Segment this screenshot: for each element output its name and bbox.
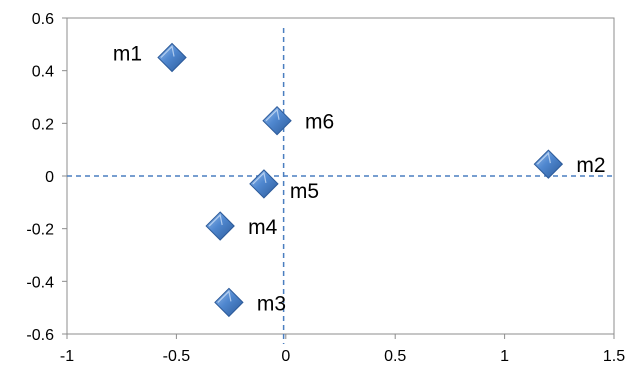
y-tick-label: -0.4 — [26, 274, 54, 291]
y-tick-label: 0.2 — [32, 116, 54, 133]
data-point-m2: m2 — [533, 149, 606, 179]
data-point-m1: m1 — [113, 42, 187, 73]
y-tick-label: -0.6 — [26, 327, 54, 344]
x-tick-label: -1 — [60, 348, 74, 365]
point-label: m4 — [248, 216, 277, 239]
axes — [62, 17, 615, 339]
x-tick-label: 1 — [500, 348, 509, 365]
x-tick-label: 0.5 — [384, 348, 406, 365]
data-point-m4: m4 — [205, 211, 278, 241]
marker-highlight — [160, 45, 175, 58]
marker-highlight — [208, 213, 223, 227]
x-tick-label: 1.5 — [603, 348, 625, 365]
y-tick-label: 0 — [45, 169, 54, 186]
marker-highlight — [252, 171, 267, 185]
data-point-m5: m5 — [249, 169, 319, 203]
data-point-m6: m6 — [262, 105, 334, 136]
point-label: m1 — [113, 43, 142, 66]
point-label: m2 — [576, 154, 605, 177]
point-label: m3 — [257, 292, 286, 315]
diamond-marker — [249, 169, 279, 199]
diamond-marker — [533, 149, 564, 179]
data-points: m1 m2 m3 m4 m5 m6 — [113, 42, 606, 318]
diamond-marker — [157, 42, 187, 73]
x-tick-label: -0.5 — [163, 348, 191, 365]
marker-highlight — [265, 108, 280, 122]
data-point-m3: m3 — [214, 287, 286, 318]
diamond-marker — [262, 105, 292, 136]
point-label: m6 — [305, 111, 334, 134]
marker-highlight — [536, 151, 551, 165]
y-tick-label: 0.4 — [32, 64, 54, 81]
diamond-marker — [214, 287, 244, 318]
marker-highlight — [217, 290, 232, 303]
diamond-marker — [205, 211, 235, 241]
point-label: m5 — [290, 180, 319, 203]
y-tick-label: 0.6 — [32, 11, 54, 28]
y-tick-label: -0.2 — [26, 222, 54, 239]
tick-labels: -1 -0.5 0 0.5 1 1.5 -0.6 -0.4 -0.2 0 0.2 0.4 0.6 — [26, 11, 625, 365]
reference-lines — [67, 28, 614, 344]
x-tick-label: 0 — [281, 348, 290, 365]
